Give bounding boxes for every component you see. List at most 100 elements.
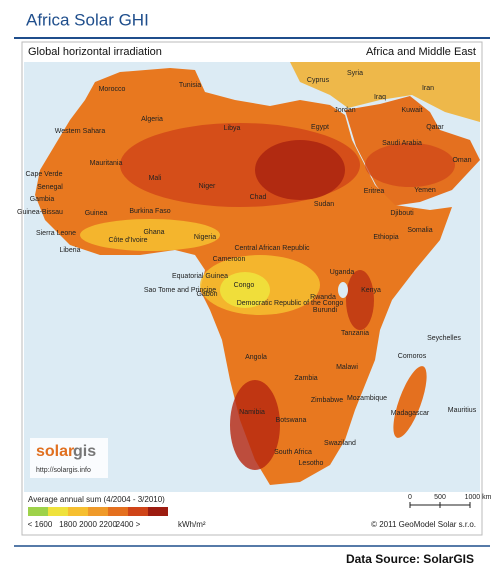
country-label: Kenya bbox=[361, 287, 381, 294]
map: Morocco Tunisia Algeria Libya Egypt Western S… bbox=[17, 62, 480, 492]
country-label: Iraq bbox=[374, 94, 386, 101]
country-label: Botswana bbox=[276, 417, 307, 424]
legend-swatch bbox=[48, 507, 68, 516]
country-label: Cape Verde bbox=[26, 171, 63, 178]
country-label: Syria bbox=[347, 70, 363, 77]
country-label: Senegal bbox=[37, 184, 63, 191]
country-label: Swaziland bbox=[324, 440, 356, 447]
country-label: Cyprus bbox=[307, 77, 330, 84]
country-label: Morocco bbox=[99, 86, 126, 93]
country-label: Djibouti bbox=[390, 210, 414, 217]
country-label: Equatorial Guinea bbox=[172, 273, 228, 280]
country-label: Comoros bbox=[398, 353, 427, 360]
legend-label: 2400 > bbox=[116, 520, 141, 529]
country-label: Liberia bbox=[59, 247, 80, 254]
country-label: Zambia bbox=[294, 375, 317, 382]
country-label: Mozambique bbox=[347, 395, 387, 402]
congo-low bbox=[220, 272, 270, 308]
country-label: Gambia bbox=[30, 196, 55, 203]
legend-label: < 1600 bbox=[28, 520, 53, 529]
country-label: Mauritius bbox=[448, 407, 477, 414]
legend-label: 2000 bbox=[79, 520, 97, 529]
country-label: Western Sahara bbox=[55, 128, 106, 135]
map-subtitle: Global horizontal irradiation bbox=[28, 46, 162, 58]
country-label: Sudan bbox=[314, 201, 334, 208]
data-source: Data Source: SolarGIS bbox=[346, 552, 474, 566]
country-label: Cameroon bbox=[213, 256, 246, 263]
country-label: Qatar bbox=[426, 124, 444, 131]
country-label: Guinea bbox=[85, 210, 108, 217]
country-label: Lesotho bbox=[299, 460, 324, 467]
title: Africa Solar GHI bbox=[26, 10, 149, 29]
country-label: Mali bbox=[149, 175, 162, 182]
country-label: Kuwait bbox=[401, 107, 422, 114]
country-label: Central African Republic bbox=[234, 245, 310, 252]
country-label: Seychelles bbox=[427, 335, 461, 342]
country-label: Libya bbox=[224, 125, 241, 132]
country-label: Guinea-Bissau bbox=[17, 209, 63, 216]
country-label: Namibia bbox=[239, 409, 265, 416]
legend-unit: kWh/m² bbox=[178, 520, 206, 529]
country-label: Nigeria bbox=[194, 234, 216, 241]
legend-swatch bbox=[108, 507, 128, 516]
legend-swatch bbox=[88, 507, 108, 516]
country-label: Tunisia bbox=[179, 82, 201, 89]
country-label: Gabon bbox=[196, 291, 217, 298]
sahara-peak bbox=[255, 140, 345, 200]
legend-caption: Average annual sum (4/2004 - 3/2010) bbox=[28, 495, 165, 504]
country-label: Niger bbox=[199, 183, 216, 190]
country-label: Sierra Leone bbox=[36, 230, 76, 237]
lake-victoria bbox=[338, 282, 348, 298]
map-region: Africa and Middle East bbox=[366, 46, 476, 58]
namibia-high bbox=[230, 380, 280, 470]
country-label: Algeria bbox=[141, 116, 163, 123]
country-label: Burundi bbox=[313, 307, 338, 314]
country-label: Ethiopia bbox=[373, 234, 398, 241]
country-label: Rwanda bbox=[310, 294, 336, 301]
scale-label: 0 bbox=[408, 494, 412, 501]
country-label: Yemen bbox=[414, 187, 436, 194]
country-label: Angola bbox=[245, 354, 267, 361]
country-label: Somalia bbox=[407, 227, 432, 234]
country-label: Tanzania bbox=[341, 330, 369, 337]
country-label: South Africa bbox=[274, 449, 312, 456]
country-label: Uganda bbox=[330, 269, 355, 276]
madagascar bbox=[393, 366, 427, 438]
copyright: © 2011 GeoModel Solar s.r.o. bbox=[371, 520, 476, 529]
scale: 0 500 1000 km bbox=[408, 494, 492, 501]
east-africa-high bbox=[346, 270, 374, 330]
west-africa-coast bbox=[80, 219, 220, 251]
country-label: Iran bbox=[422, 85, 434, 92]
country-label: Oman bbox=[452, 157, 471, 164]
country-label: Chad bbox=[250, 194, 267, 201]
logo-solar: solar bbox=[36, 443, 74, 460]
country-label: Sao Tome and Principe bbox=[144, 287, 216, 294]
legend-swatch bbox=[28, 507, 48, 516]
country-label: Côte d'Ivoire bbox=[108, 237, 147, 244]
legend-label: 1800 bbox=[59, 520, 77, 529]
country-label: Congo bbox=[234, 282, 255, 289]
logo-url: http://solargis.info bbox=[36, 467, 91, 474]
country-label: Egypt bbox=[311, 124, 329, 131]
country-label: Madagascar bbox=[391, 410, 430, 417]
legend-swatch bbox=[148, 507, 168, 516]
scale-label: 1000 km bbox=[465, 494, 492, 501]
legend-swatch bbox=[68, 507, 88, 516]
legend-label: 2200 bbox=[99, 520, 117, 529]
logo-box bbox=[30, 438, 108, 478]
country-label: Eritrea bbox=[364, 188, 385, 195]
legend-swatch bbox=[128, 507, 148, 516]
middle-east-north bbox=[290, 62, 480, 122]
country-label: Democratic Republic of the Congo bbox=[237, 300, 344, 307]
country-label: Zimbabwe bbox=[311, 397, 343, 404]
country-label: Jordan bbox=[334, 107, 356, 114]
country-label: Saudi Arabia bbox=[382, 140, 422, 147]
country-label: Mauritania bbox=[90, 160, 123, 167]
country-label: Burkina Faso bbox=[129, 208, 170, 215]
scale-label: 500 bbox=[434, 494, 446, 501]
logo-gis: gis bbox=[73, 443, 96, 460]
arabia-high bbox=[365, 143, 455, 187]
